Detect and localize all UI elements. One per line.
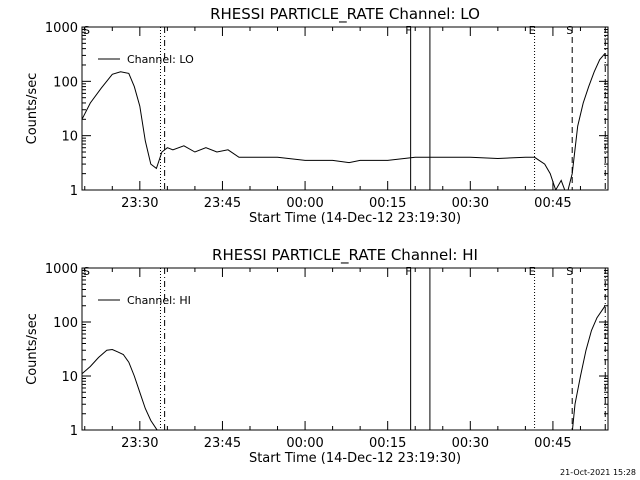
- event-marker-label: F: [405, 265, 411, 278]
- y-tick-label: 1: [70, 184, 78, 199]
- x-tick-label: 23:30: [121, 436, 158, 451]
- series-line: [82, 52, 606, 190]
- x-tick-label: 00:00: [286, 436, 323, 451]
- event-marker-label: S: [566, 24, 573, 37]
- event-marker-label: S: [566, 265, 573, 278]
- plot-frame: [81, 267, 609, 431]
- x-axis-label: Start Time (14-Dec-12 23:19:30): [249, 451, 461, 466]
- footer-timestamp: 21-Oct-2021 15:28: [560, 468, 636, 477]
- y-tick-label: 1: [70, 424, 78, 439]
- x-axis-label: Start Time (14-Dec-12 23:19:30): [249, 211, 461, 226]
- x-tick-label: 23:45: [204, 196, 241, 211]
- x-tick-label: 00:15: [369, 196, 406, 211]
- legend-label: Channel: LO: [127, 53, 194, 66]
- event-marker-label: E: [529, 24, 536, 37]
- x-tick-label: 00:45: [534, 436, 571, 451]
- chart-title: RHESSI PARTICLE_RATE Channel: HI: [212, 246, 478, 265]
- y-tick-label: 1000: [45, 262, 78, 277]
- x-tick-label: 23:30: [121, 196, 158, 211]
- x-tick-label: 00:30: [452, 196, 489, 211]
- y-axis-label: Counts/sec: [25, 313, 40, 385]
- x-tick-label: 00:15: [369, 436, 406, 451]
- plot-frame: [81, 26, 609, 191]
- start-corner-label: S: [83, 24, 90, 37]
- y-tick-label: 10: [61, 370, 78, 385]
- event-marker-label: E: [529, 265, 536, 278]
- series-line: [82, 305, 606, 430]
- y-axis-label: Counts/sec: [25, 73, 40, 145]
- y-tick-label: 100: [53, 316, 78, 331]
- start-corner-label: S: [83, 265, 90, 278]
- chart-title: RHESSI PARTICLE_RATE Channel: LO: [210, 5, 480, 24]
- event-marker-label: F: [405, 24, 411, 37]
- legend-label: Channel: HI: [127, 294, 191, 307]
- y-tick-label: 10: [61, 130, 78, 145]
- y-tick-label: 100: [53, 75, 78, 90]
- x-tick-label: 00:45: [534, 196, 571, 211]
- x-tick-label: 00:30: [452, 436, 489, 451]
- x-tick-label: 23:45: [204, 436, 241, 451]
- y-tick-label: 1000: [45, 21, 78, 36]
- x-tick-label: 00:00: [286, 196, 323, 211]
